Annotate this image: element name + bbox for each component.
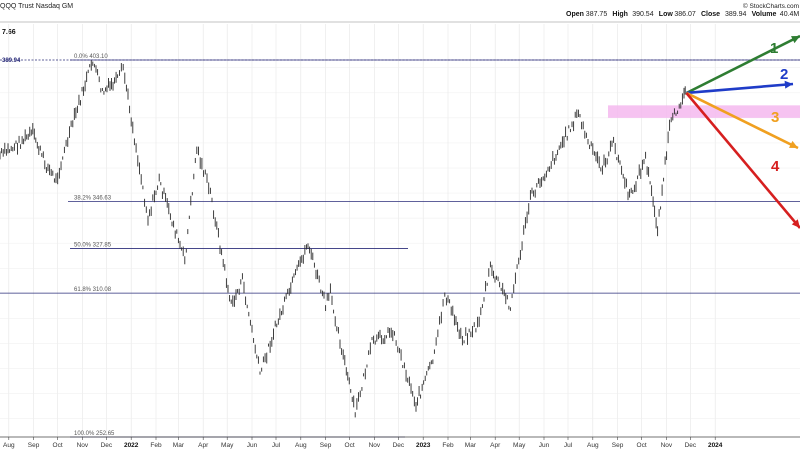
- fib-label: 38.2% 346.63: [74, 196, 112, 202]
- quote-value: 389.94: [725, 11, 747, 18]
- scenario-label: 3: [771, 109, 779, 126]
- x-tick-label: Mar: [173, 442, 185, 449]
- quote-label: Volume: [752, 11, 777, 18]
- x-axis: Aug Sep Oct Nov Dec 2022 Feb Mar Apr May Jun Jul Aug…: [3, 437, 723, 449]
- x-tick-label: 2022: [124, 442, 139, 449]
- x-tick-label: Oct: [637, 442, 647, 449]
- x-tick-label: Sep: [320, 442, 332, 449]
- x-tick-label: Mar: [465, 442, 477, 449]
- quote-label: Low: [659, 11, 674, 18]
- quote-label: Close: [701, 11, 720, 18]
- scenario-arrow: [685, 92, 800, 229]
- x-tick-label: Sep: [28, 442, 40, 449]
- scenario-label: 1: [770, 40, 778, 57]
- scenario-label: 4: [771, 158, 780, 175]
- scenario-label: 2: [780, 66, 788, 83]
- x-tick-label: Nov: [661, 442, 673, 449]
- x-tick-label: Nov: [77, 442, 89, 449]
- x-tick-label: Jul: [564, 442, 573, 449]
- quote-value: 386.07: [674, 11, 696, 18]
- price-tag: 389.94: [2, 58, 21, 64]
- x-tick-label: Aug: [587, 442, 599, 449]
- x-tick-label: Oct: [53, 442, 63, 449]
- fib-label: 0.0% 403.10: [74, 54, 108, 60]
- x-tick-label: Nov: [369, 442, 381, 449]
- x-tick-label: Sep: [612, 442, 624, 449]
- quote-value: 390.54: [632, 11, 654, 18]
- x-tick-label: Jul: [272, 442, 281, 449]
- x-tick-label: 2024: [708, 442, 723, 449]
- x-tick-label: Oct: [345, 442, 355, 449]
- x-tick-label: Apr: [490, 442, 501, 449]
- scenario-arrow: [686, 82, 794, 95]
- quote-value: 387.75: [586, 11, 608, 18]
- grid: [0, 24, 800, 437]
- x-tick-label: Aug: [295, 442, 307, 449]
- x-tick-label: Dec: [101, 442, 113, 449]
- quote-label: High: [612, 11, 628, 18]
- quote-label: Open: [566, 11, 584, 18]
- x-tick-label: Apr: [198, 442, 209, 449]
- arrow-head: [784, 80, 793, 89]
- arrow-head: [789, 140, 798, 148]
- x-tick-label: Dec: [393, 442, 405, 449]
- x-tick-label: May: [513, 442, 526, 449]
- arrow-head: [791, 36, 800, 44]
- quote-value: 40.4M: [780, 11, 800, 18]
- chart-title: QQQ Trust Nasdaq GM: [0, 3, 73, 10]
- x-tick-label: Feb: [442, 442, 454, 449]
- resistance-zone: [608, 105, 800, 118]
- x-tick-label: May: [221, 442, 234, 449]
- x-tick-label: Jun: [539, 442, 550, 449]
- x-tick-label: Feb: [150, 442, 162, 449]
- price-series: [0, 60, 686, 418]
- quote-line: Open 387.75 High 390.54 Low 386.07 Close 389.94…: [566, 11, 800, 18]
- fib-label: 50.0% 327.85: [74, 243, 112, 249]
- x-tick-label: Jun: [247, 442, 258, 449]
- scenario-arrow: [685, 91, 799, 150]
- brand-label: © StockCharts.com: [743, 2, 799, 10]
- x-tick-label: 2023: [416, 442, 431, 449]
- scenario-arrows: 12 3 4: [685, 34, 800, 229]
- resistance-zone-band: [608, 105, 800, 118]
- x-tick-label: Aug: [3, 442, 15, 449]
- scenario-arrow: [685, 34, 800, 95]
- arrow-head: [791, 219, 800, 228]
- fib-label: 100.0% 252.65: [74, 431, 115, 437]
- x-tick-label: Dec: [685, 442, 697, 449]
- fib-label: 61.8% 310.08: [74, 287, 112, 293]
